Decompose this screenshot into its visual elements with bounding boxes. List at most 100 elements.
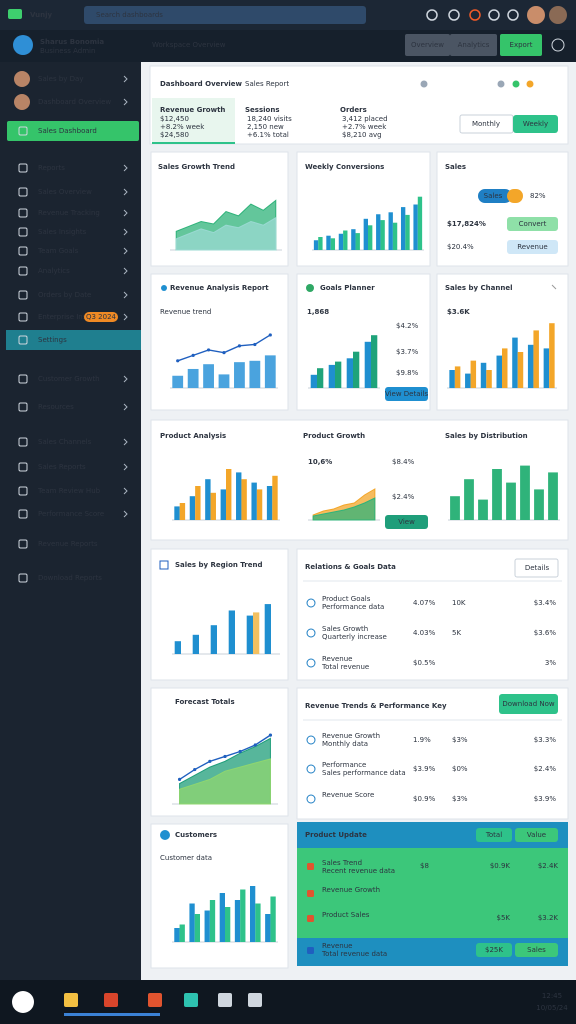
taskbar-icon[interactable] (218, 993, 232, 1007)
panel-subtitle: Revenue trend (160, 308, 211, 316)
table-head-pill[interactable] (515, 828, 558, 842)
button-label: Monthly (472, 120, 500, 128)
panel-icon (306, 284, 314, 292)
header-button[interactable] (405, 34, 450, 56)
bar (210, 625, 217, 654)
row-value: 4.03% (413, 629, 436, 637)
bar (517, 352, 524, 388)
row-value: $3.9% (413, 765, 436, 773)
bar (174, 641, 181, 654)
taskbar-icon[interactable] (248, 993, 262, 1007)
bar (346, 358, 353, 388)
table-pill[interactable] (476, 943, 512, 957)
close-icon (551, 284, 557, 290)
button[interactable] (385, 515, 428, 529)
panel-title: Sales Growth Trend (158, 163, 235, 171)
bar (527, 344, 534, 388)
taskbar-icon[interactable] (148, 993, 162, 1007)
bar (234, 362, 245, 388)
kpi-title: Revenue Growth (160, 106, 225, 114)
bar (343, 230, 348, 250)
bar (249, 360, 261, 388)
bar (189, 903, 195, 942)
header-button[interactable] (450, 34, 497, 56)
kpi-line: $12,450 (160, 115, 189, 123)
row-value: $3.6% (534, 629, 557, 637)
kpi-title: Orders (340, 106, 367, 114)
bar (246, 615, 253, 654)
bar (470, 360, 477, 388)
search-box[interactable] (84, 6, 366, 24)
bar (264, 355, 276, 388)
sidebar-label: Resources (38, 403, 74, 411)
panel (436, 273, 569, 411)
chevron (123, 291, 128, 299)
button[interactable] (499, 694, 558, 714)
panel-title: Customers (175, 831, 217, 839)
taskbar-icon[interactable] (64, 993, 78, 1007)
sidebar-active[interactable] (7, 121, 139, 141)
row-name: Sales Trend (322, 859, 362, 867)
button[interactable] (385, 387, 428, 401)
bar (335, 361, 342, 388)
bar (502, 348, 508, 388)
panel-title: Product Growth (303, 432, 365, 440)
sidebar-icon (18, 126, 28, 136)
header-button[interactable] (500, 34, 542, 56)
series-area (312, 497, 376, 521)
bar (313, 240, 319, 250)
bar (549, 323, 555, 388)
row-value: 1.9% (413, 736, 431, 744)
panel-note: $2.4% (392, 493, 415, 501)
panel-note: $3.7% (396, 348, 419, 356)
sidebar-label: Team Review Hub (37, 487, 101, 495)
bar (548, 472, 558, 520)
button[interactable] (514, 558, 559, 578)
top-icon[interactable] (507, 9, 519, 21)
row-icon (307, 915, 314, 922)
sidebar-icon (18, 509, 28, 519)
kpi-title: Sessions (245, 106, 279, 114)
row-value: 10K (452, 599, 466, 607)
goal-pill[interactable] (507, 217, 558, 231)
button[interactable] (513, 115, 558, 133)
bar (413, 204, 418, 250)
table-pill[interactable] (515, 943, 558, 957)
row-value: $3.3% (534, 736, 557, 744)
top-icon[interactable] (448, 9, 460, 21)
start-button[interactable] (12, 991, 34, 1013)
taskbar-active (94, 1013, 160, 1016)
sidebar-label: Sales Overview (38, 188, 92, 196)
sidebar-active[interactable] (6, 330, 141, 350)
sidebar-label: Sales by Day (38, 75, 84, 83)
kpi-underline (152, 142, 235, 144)
table-head-pill[interactable] (476, 828, 512, 842)
line-point (206, 348, 211, 352)
sidebar-label: Team Goals (37, 247, 79, 255)
bar (326, 235, 331, 250)
bar (210, 492, 216, 520)
bar (520, 465, 530, 520)
table-body (297, 848, 568, 938)
bar (236, 472, 242, 520)
button-label: Total (485, 831, 502, 839)
avatar (549, 6, 567, 24)
taskbar-icon[interactable] (104, 993, 118, 1007)
goal-value: $17,824% (447, 220, 486, 228)
kpi-line: +2.7% week (342, 123, 387, 131)
goal-pill[interactable] (507, 240, 558, 254)
panel-title: Forecast Totals (175, 698, 235, 706)
taskbar-icon[interactable] (184, 993, 198, 1007)
top-icon[interactable] (488, 9, 500, 21)
top-icon[interactable] (469, 9, 481, 21)
bar (355, 233, 360, 250)
panel-icon (497, 80, 505, 88)
sidebar-badge-text: Q3 2024 (86, 313, 117, 321)
bar (496, 355, 502, 388)
row-name: Revenue (322, 942, 353, 950)
panel-icon (161, 285, 167, 291)
top-icon[interactable] (426, 9, 438, 21)
bar (492, 469, 502, 520)
panel-icon (159, 560, 169, 570)
bar (392, 222, 398, 250)
